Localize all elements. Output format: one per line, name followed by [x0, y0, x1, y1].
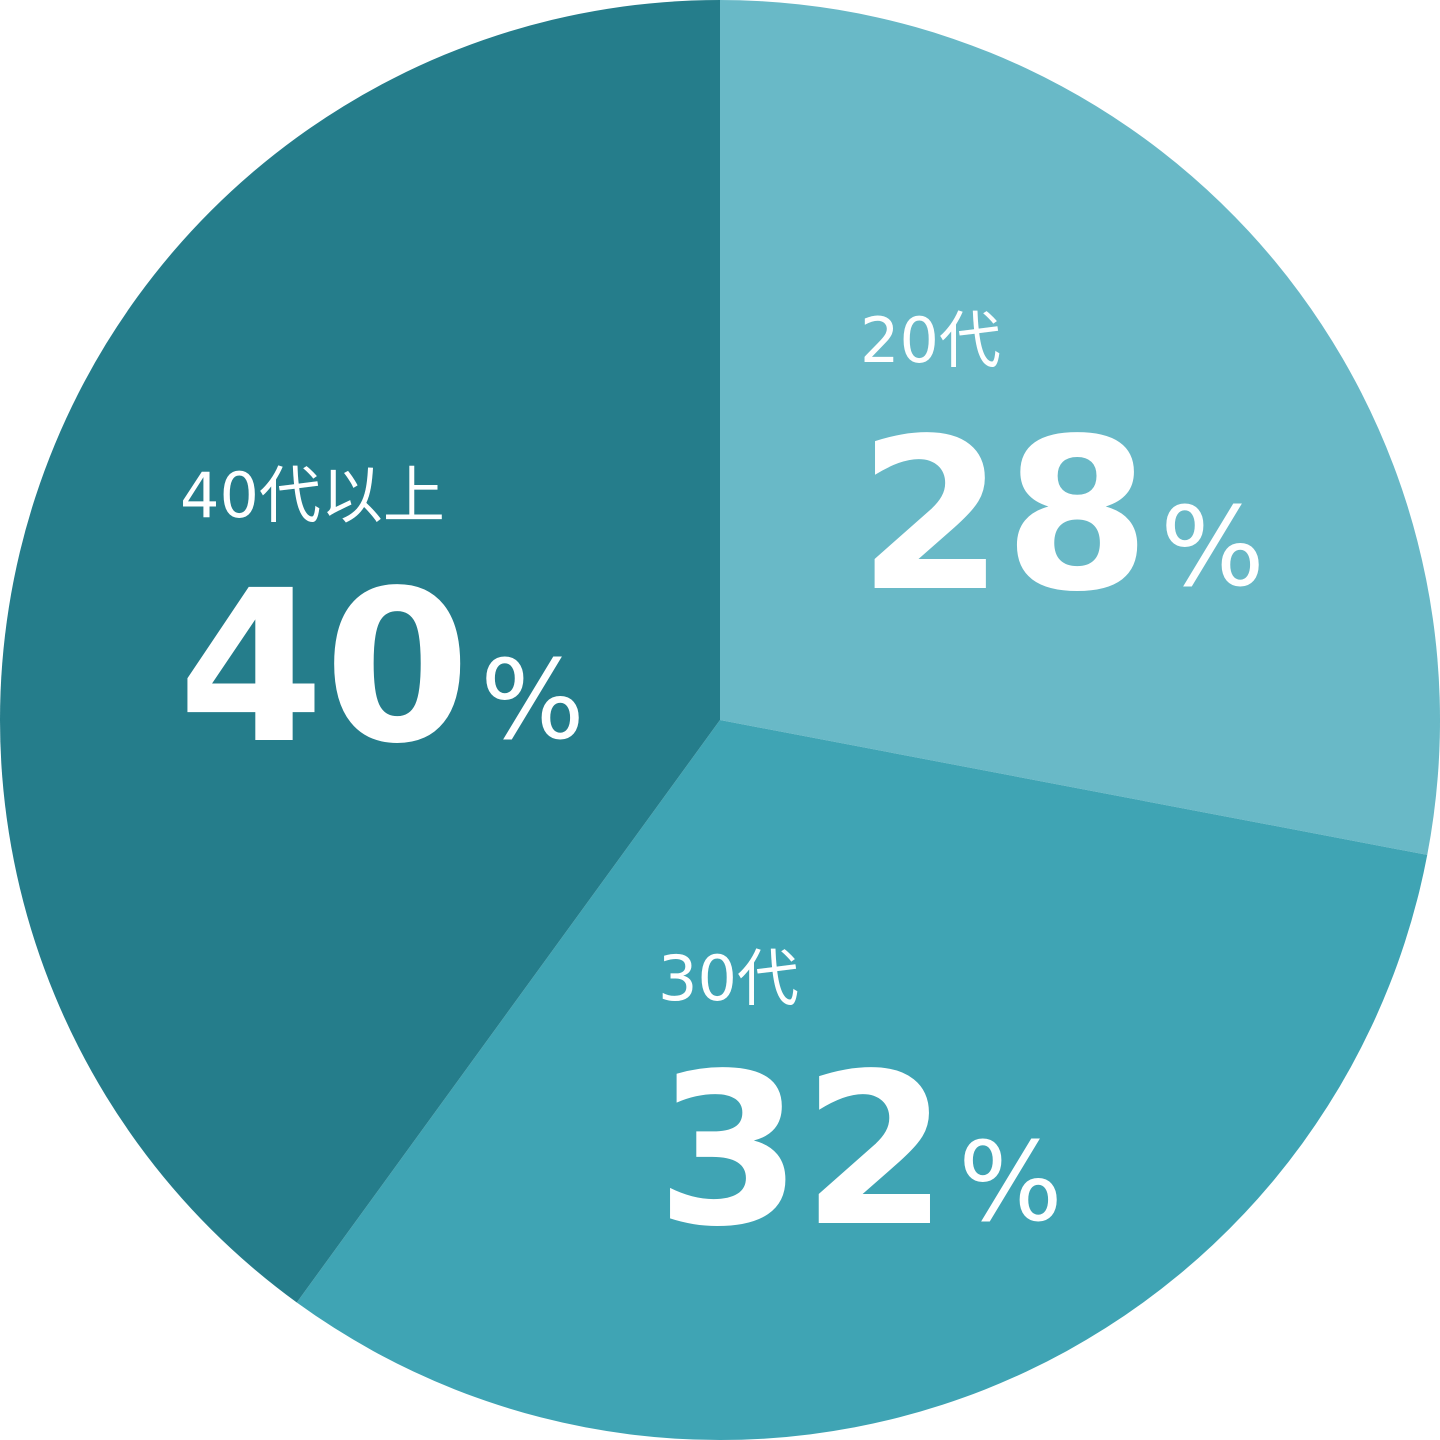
pie-slice — [720, 0, 1440, 855]
slice-unit-label: % — [480, 636, 585, 764]
pie-slice — [0, 0, 721, 1303]
slice-category-label: 40代以上 — [180, 459, 445, 532]
slice-category-label: 20代 — [860, 304, 1001, 377]
slice-unit-label: % — [958, 1118, 1063, 1246]
slice-value-label: 40 — [178, 545, 470, 790]
slice-value-label: 32 — [656, 1028, 948, 1273]
slice-category-label: 30代 — [658, 942, 799, 1015]
slice-value-label: 28 — [858, 393, 1150, 638]
pie-slice — [296, 720, 1428, 1440]
slice-unit-label: % — [1160, 483, 1265, 611]
